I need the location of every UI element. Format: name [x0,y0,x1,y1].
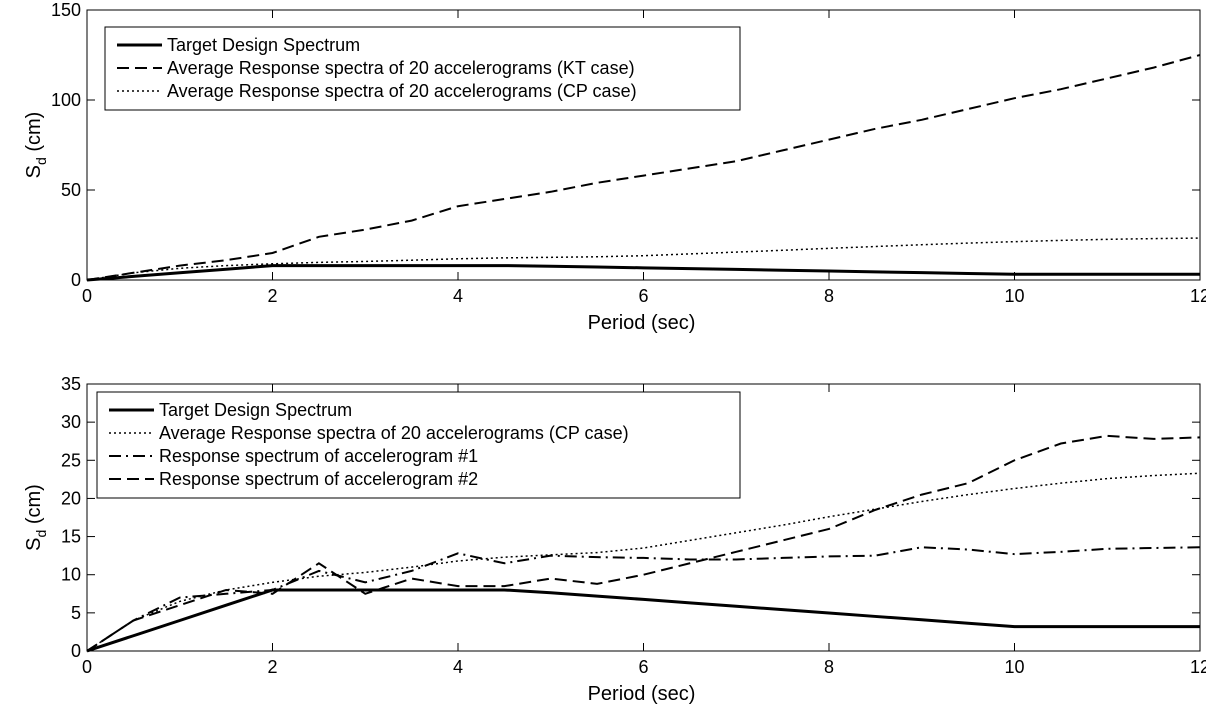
series-line [87,546,1200,652]
x-tick-label: 10 [1004,286,1024,306]
y-tick-label: 25 [61,450,81,470]
legend-box [96,391,741,499]
legend-label: Average Response spectra of 20 accelerog… [167,81,637,101]
y-axis-label: Sd (cm) [23,112,49,179]
y-tick-label: 10 [61,565,81,585]
axes-frame [86,383,1201,652]
legend-label: Average Response spectra of 20 accelerog… [167,58,635,78]
legend-label: Response spectrum of accelerogram #1 [159,446,478,466]
y-tick-label: 15 [61,527,81,547]
x-tick-label: 8 [824,286,834,306]
x-tick-label: 8 [824,657,834,677]
y-axis-label-part: S [23,165,45,178]
y-axis-label-part: (cm) [23,484,45,530]
x-tick-label: 4 [453,286,463,306]
y-tick-label: 20 [61,488,81,508]
series-line [87,588,1200,653]
y-tick-label: 30 [61,412,81,432]
series-line [87,472,1200,652]
y-axis-label-part: (cm) [23,112,45,158]
y-tick-label: 50 [61,180,81,200]
y-tick-label: 100 [51,90,81,110]
y-axis-label-part: d [33,530,49,538]
y-axis-label-part: S [23,538,45,551]
y-tick-label: 35 [61,374,81,394]
y-axis-label: Sd (cm) [23,484,49,551]
y-axis-label-part: d [33,157,49,165]
x-tick-label: 2 [267,286,277,306]
series-line [87,237,1200,281]
x-tick-label: 6 [638,286,648,306]
x-tick-label: 4 [453,657,463,677]
x-tick-label: 6 [638,657,648,677]
x-tick-label: 2 [267,657,277,677]
x-tick-label: 10 [1004,657,1024,677]
legend-label: Average Response spectra of 20 accelerog… [159,423,629,443]
x-tick-label: 12 [1190,286,1206,306]
x-axis-label: Period (sec) [588,312,696,334]
x-axis-label: Period (sec) [588,683,696,705]
x-tick-label: 0 [82,657,92,677]
legend-label: Target Design Spectrum [159,400,352,420]
series-line [87,434,1200,652]
y-tick-label: 5 [71,603,81,623]
y-tick-label: 0 [71,641,81,661]
x-tick-label: 0 [82,286,92,306]
series-line [87,264,1200,282]
legend-label: Response spectrum of accelerogram #2 [159,469,478,489]
series-line [87,54,1200,281]
axes-frame [86,9,1201,281]
legend-label: Target Design Spectrum [167,35,360,55]
y-tick-label: 150 [51,0,81,20]
legend-box [104,26,741,111]
x-tick-label: 12 [1190,657,1206,677]
y-tick-label: 0 [71,270,81,290]
